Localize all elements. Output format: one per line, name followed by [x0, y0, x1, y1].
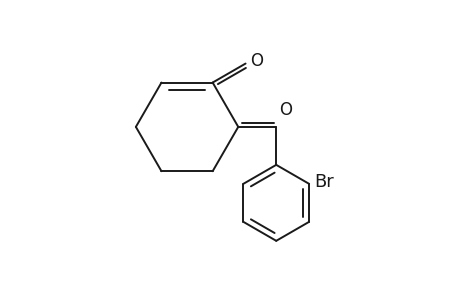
Text: Br: Br — [313, 173, 333, 191]
Text: O: O — [250, 52, 263, 70]
Text: O: O — [279, 100, 292, 118]
